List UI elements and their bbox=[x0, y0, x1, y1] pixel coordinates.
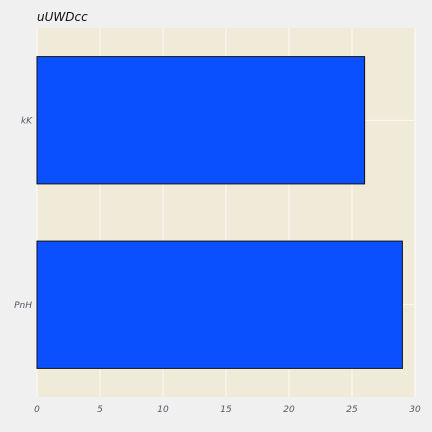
x-tick-label-4: 20 bbox=[283, 405, 295, 415]
x-tick-label-5: 25 bbox=[346, 405, 358, 415]
x-tick-label-2: 10 bbox=[157, 405, 169, 415]
x-axis-ticks: 0 5 10 15 20 25 30 bbox=[34, 405, 421, 415]
x-tick-label-1: 5 bbox=[97, 405, 103, 415]
chart-title: uUWDcc bbox=[37, 10, 88, 24]
bar-PnH bbox=[37, 241, 402, 368]
y-category-label-1: PnH bbox=[14, 301, 32, 311]
y-axis-categories: kK PnH bbox=[14, 116, 33, 311]
x-tick-label-3: 15 bbox=[220, 405, 232, 415]
x-tick-label-6: 30 bbox=[409, 405, 421, 415]
bar-kK bbox=[37, 57, 365, 184]
x-tick-label-0: 0 bbox=[34, 405, 40, 415]
y-category-label-0: kK bbox=[21, 116, 33, 126]
